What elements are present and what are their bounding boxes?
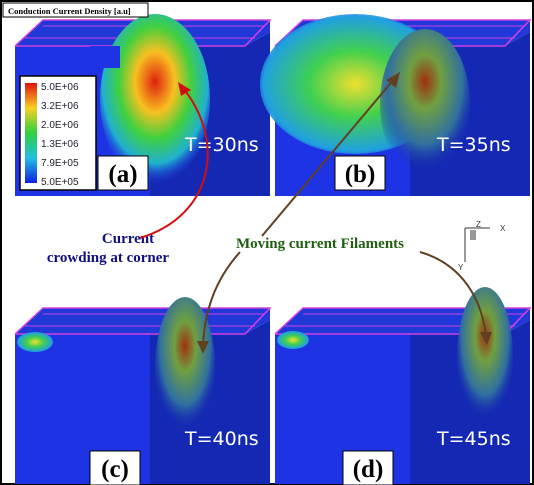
annotation: Moving current Filaments <box>236 236 404 252</box>
colorbar-label: 3.2E+06 <box>41 101 79 112</box>
colorbar-label: 5.0E+06 <box>41 82 79 93</box>
panel-c <box>15 297 270 484</box>
axis-label: Z <box>476 220 481 229</box>
axis-label: X <box>500 224 506 233</box>
time-label: T=35ns <box>436 134 511 156</box>
colorbar-label: 7.9E+05 <box>41 158 79 169</box>
time-label: T=40ns <box>184 428 259 450</box>
time-label: T=30ns <box>184 134 259 156</box>
panel-label: (d) <box>353 456 384 483</box>
annotation: crowding at corner <box>47 250 170 266</box>
annotation: Current <box>102 231 154 247</box>
axes-icon: Z X Y <box>458 220 506 272</box>
panel-d <box>275 287 530 484</box>
colorbar: 5.0E+06 3.2E+06 2.0E+06 1.3E+06 7.9E+05 … <box>20 76 96 190</box>
panel-label: (a) <box>108 161 137 188</box>
colorbar-label: 1.3E+06 <box>41 139 79 150</box>
colorbar-label: 2.0E+06 <box>41 120 79 131</box>
figure: Conduction Current Density [a.u] 5.0E+06… <box>0 0 534 485</box>
colorbar-label: 5.0E+05 <box>41 177 79 188</box>
title: Conduction Current Density [a.u] <box>8 6 131 16</box>
panel-label: (c) <box>101 456 129 483</box>
axis-label: Y <box>458 263 464 272</box>
panel-b <box>260 14 530 196</box>
panel-label: (b) <box>345 161 376 188</box>
time-label: T=45ns <box>436 428 511 450</box>
